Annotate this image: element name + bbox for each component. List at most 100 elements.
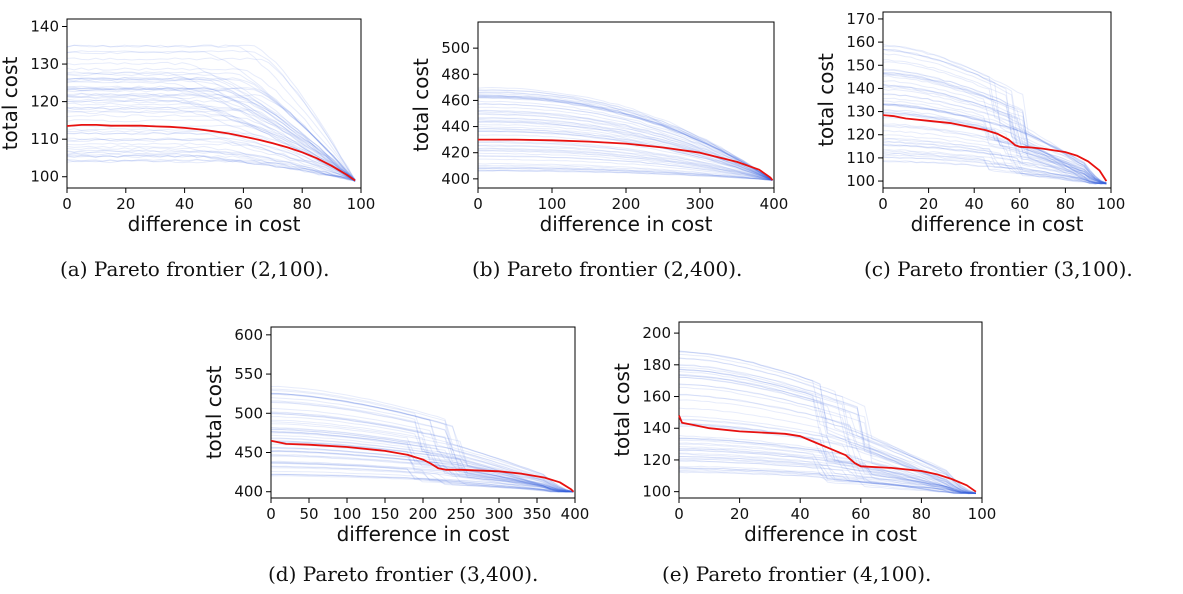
frontier-line <box>271 393 574 493</box>
frontier-line <box>478 97 773 181</box>
frontier-line <box>883 111 1107 185</box>
frontier-line <box>271 454 574 492</box>
y-tick-label: 140 <box>30 18 59 36</box>
frontier-line <box>271 427 574 493</box>
frontier-line <box>478 117 773 181</box>
frontier-line <box>679 357 977 494</box>
mean-frontier-line <box>66 124 356 182</box>
x-tick-label: 300 <box>686 195 715 213</box>
frontier-line <box>679 350 976 495</box>
frontier-line <box>478 94 773 181</box>
frontier-line <box>679 351 976 495</box>
frontier-line <box>478 166 773 181</box>
frontier-line <box>271 465 574 493</box>
frontier-line <box>679 424 977 495</box>
frontier-line <box>478 170 773 181</box>
y-tick-label: 140 <box>642 419 671 437</box>
frontier-line <box>271 440 574 493</box>
y-tick-label: 170 <box>846 10 875 28</box>
frontier-line <box>478 118 773 181</box>
frontier-line <box>478 167 773 181</box>
frontier-line <box>883 160 1107 185</box>
frontier-line <box>67 106 356 181</box>
x-tick-label: 0 <box>266 505 276 523</box>
frontier-line <box>679 357 976 494</box>
frontier-line <box>883 143 1107 185</box>
y-tick-label: 180 <box>642 356 671 374</box>
frontier-line <box>271 465 574 493</box>
frontier-line <box>883 125 1107 184</box>
frontier-line <box>478 120 773 181</box>
axes-frame <box>678 321 983 499</box>
frontier-line <box>679 369 977 494</box>
y-tick-label: 160 <box>642 388 671 406</box>
frontier-line <box>67 88 356 180</box>
y-tick-label: 110 <box>846 149 875 167</box>
frontier-line <box>883 104 1107 184</box>
frontier-line <box>883 61 1107 185</box>
frontier-line <box>679 455 976 494</box>
frontier-line <box>679 353 977 495</box>
frontier-line <box>883 83 1107 185</box>
frontier-line <box>271 431 574 493</box>
x-tick-label: 300 <box>485 505 514 523</box>
frontier-line <box>67 154 356 182</box>
frontier-line <box>883 72 1107 185</box>
frontier-line <box>67 138 356 181</box>
chart-svg: 0 100 200 300 400 400 420 440 460 480 500 differenc… <box>409 21 788 236</box>
y-tick-label: 400 <box>234 483 263 501</box>
frontier-line <box>67 44 356 182</box>
frontier-line <box>271 432 574 493</box>
frontier-line <box>883 93 1107 184</box>
y-tick-label: 440 <box>441 118 470 136</box>
frontier-line <box>478 110 773 181</box>
frontier-line <box>679 364 976 494</box>
frontier-line <box>883 59 1107 184</box>
frontier-line <box>478 155 773 181</box>
frontier-line <box>883 88 1107 185</box>
frontier-line <box>883 103 1107 185</box>
frontier-line <box>67 86 356 181</box>
frontier-line <box>271 475 574 493</box>
frontier-line <box>271 451 574 493</box>
frontier-line <box>271 470 574 493</box>
frontier-line <box>883 71 1107 184</box>
frontier-line <box>67 149 356 182</box>
frontier-line <box>679 399 976 494</box>
mean-frontier-line <box>478 138 774 181</box>
y-tick-label: 120 <box>846 126 875 144</box>
frontier-line <box>679 394 976 494</box>
chart-panel-c: 0 20 40 60 80 100 100 110 120 130 140 150 160 170 diff… <box>805 0 1183 245</box>
x-tick-label: 100 <box>968 505 997 523</box>
frontier-line <box>478 149 773 181</box>
frontier-line <box>883 48 1107 185</box>
frontier-line <box>679 376 977 494</box>
frontier-line <box>67 159 356 182</box>
y-tick-label: 600 <box>234 326 263 344</box>
axes-frame <box>882 11 1112 189</box>
x-tick-label: 350 <box>523 505 552 523</box>
frontier-line <box>67 105 356 181</box>
y-tick-label: 200 <box>642 324 671 342</box>
frontier-line <box>271 427 574 493</box>
frontier-line <box>679 383 976 494</box>
frontier-line <box>271 440 574 493</box>
frontier-line <box>478 106 773 181</box>
frontier-line <box>271 441 574 493</box>
frontier-line <box>271 393 574 493</box>
frontier-line <box>679 419 976 494</box>
frontier-line <box>271 402 574 493</box>
frontier-line <box>67 110 356 181</box>
frontier-line <box>679 351 976 494</box>
y-axis-label: total cost <box>409 58 433 152</box>
y-tick-label: 120 <box>30 93 59 111</box>
frontier-line <box>271 397 574 493</box>
chart-svg: 0 20 40 60 80 100 100 110 120 130 140 150 160 170 diff… <box>814 10 1125 236</box>
frontier-line <box>67 61 356 181</box>
frontier-line <box>67 81 356 181</box>
frontier-line <box>478 128 773 181</box>
frontier-line <box>271 462 574 493</box>
frontier-line <box>271 415 574 493</box>
x-tick-label: 0 <box>878 195 888 213</box>
frontier-line <box>883 103 1107 184</box>
